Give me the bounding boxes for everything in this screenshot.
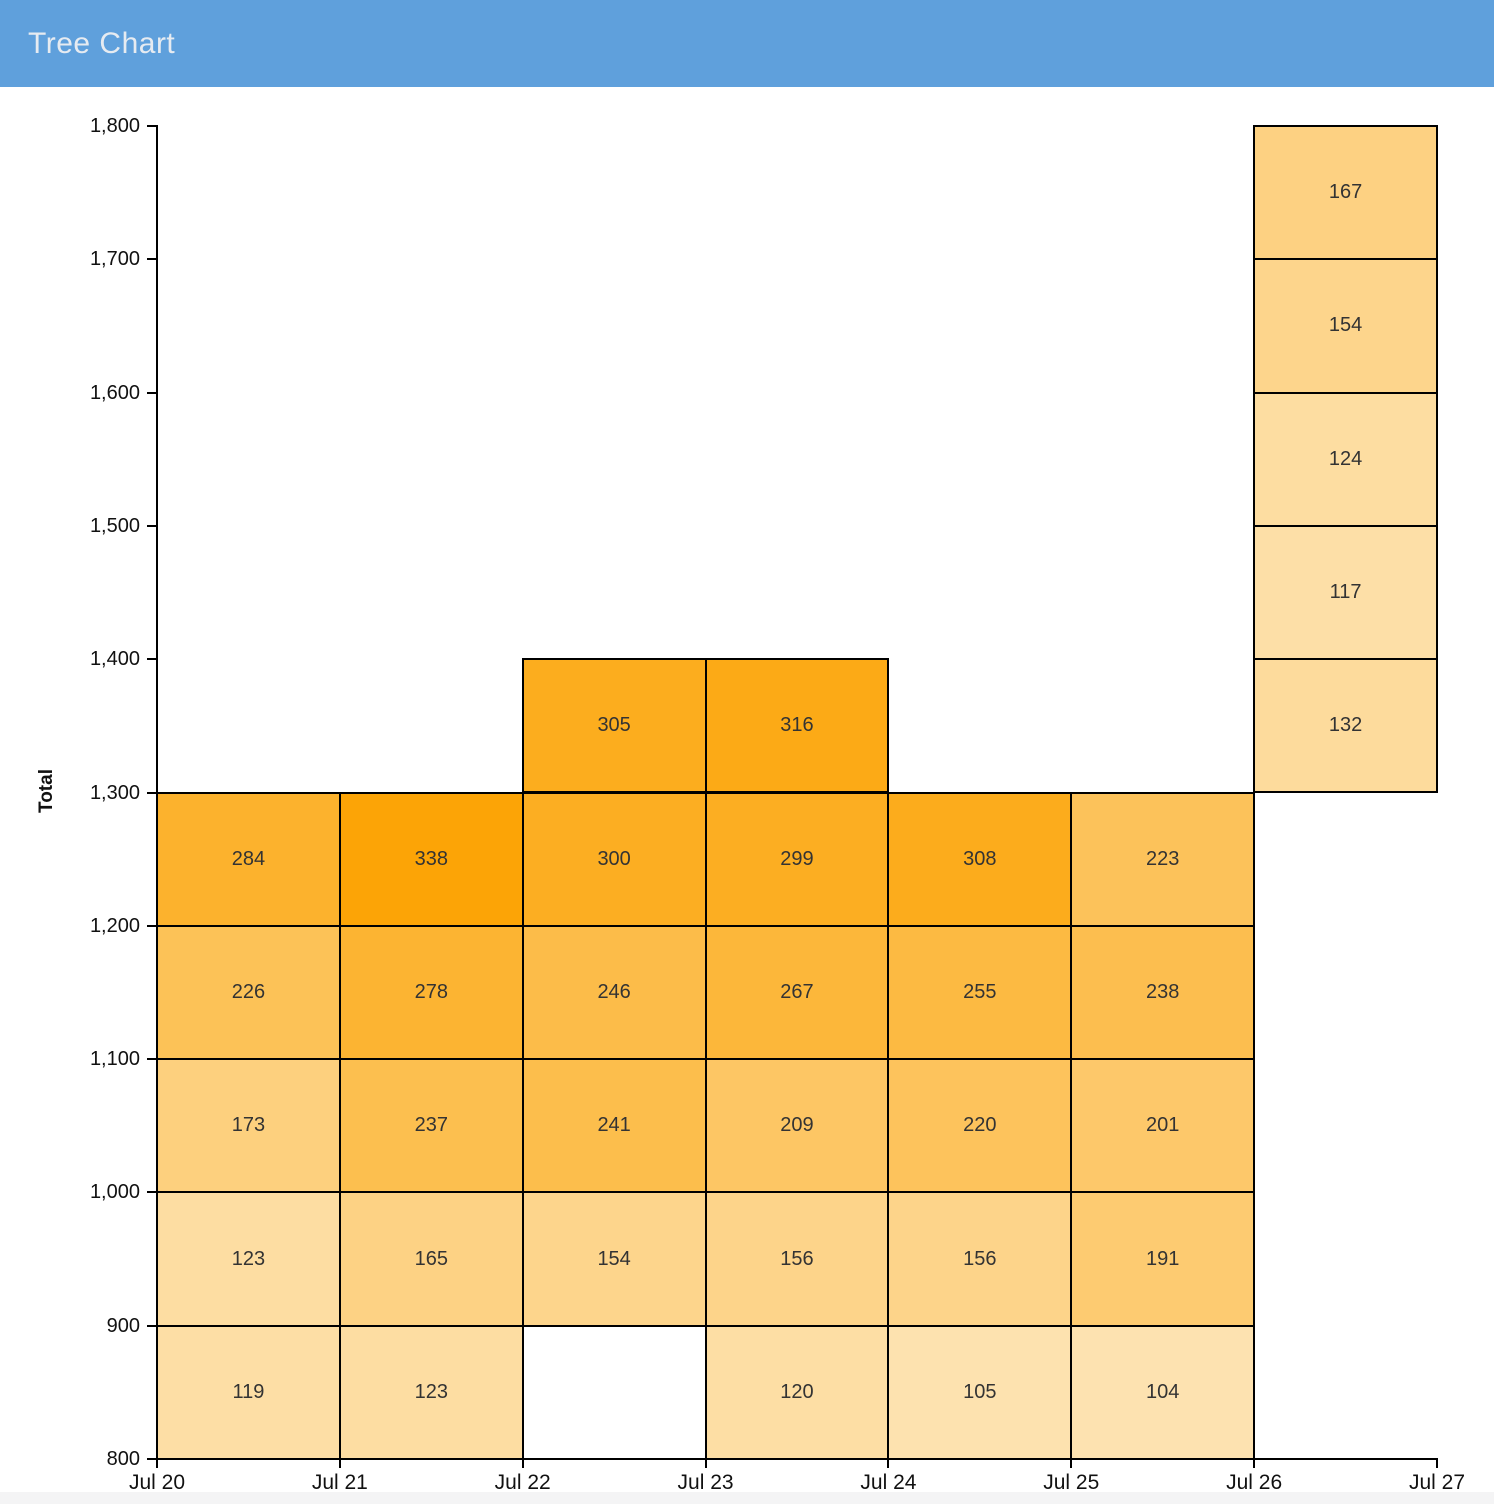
y-tick-mark: [147, 1058, 156, 1061]
y-tick-label: 1,100: [89, 1048, 140, 1071]
x-tick-label: Jul 21: [311, 1471, 368, 1494]
y-tick-label: 1,600: [89, 381, 140, 404]
heatmap-cell[interactable]: 284: [156, 791, 341, 927]
x-tick-label: Jul 25: [1043, 1471, 1100, 1494]
y-tick-mark: [147, 1458, 156, 1460]
heatmap-cell[interactable]: 316: [704, 658, 890, 794]
y-tick-label: 1,200: [89, 914, 140, 937]
heatmap-cell[interactable]: 278: [338, 924, 524, 1061]
x-tick-mark: [1253, 1459, 1256, 1468]
heatmap-cell[interactable]: 255: [887, 924, 1073, 1061]
heatmap-cell[interactable]: 156: [704, 1191, 890, 1327]
heatmap-cell[interactable]: 209: [704, 1058, 890, 1194]
x-tick-mark: [1070, 1459, 1073, 1468]
y-tick-label: 1,800: [89, 115, 140, 137]
y-tick-mark: [147, 658, 156, 661]
x-tick-label: Jul 20: [128, 1471, 186, 1494]
heatmap-cell[interactable]: 154: [521, 1191, 707, 1327]
chart-title: Tree Chart: [28, 26, 176, 60]
heatmap-cell[interactable]: 123: [156, 1191, 341, 1327]
y-tick-mark: [147, 258, 156, 261]
x-tick-label: Jul 26: [1226, 1471, 1283, 1494]
x-tick-mark: [521, 1459, 524, 1468]
x-tick-label: Jul 22: [494, 1471, 551, 1494]
heatmap-cell[interactable]: 154: [1253, 258, 1438, 394]
title-bar: Tree Chart: [0, 0, 1494, 87]
heatmap-cell[interactable]: 117: [1253, 524, 1438, 661]
x-tick-mark: [156, 1459, 158, 1468]
heatmap-cell[interactable]: 238: [1070, 924, 1256, 1061]
heatmap-cell[interactable]: 123: [338, 1324, 524, 1460]
heatmap-cell[interactable]: 246: [521, 924, 707, 1061]
heatmap-cell[interactable]: 191: [1070, 1191, 1256, 1327]
heatmap-cell[interactable]: 308: [887, 791, 1073, 927]
x-tick-label: Jul 23: [677, 1471, 734, 1494]
y-tick-label: 1,000: [89, 1181, 140, 1204]
x-tick-label: Jul 27: [1408, 1471, 1466, 1494]
heatmap-cell[interactable]: 338: [338, 791, 524, 927]
y-tick-label: 1,500: [89, 514, 140, 537]
heatmap-cell[interactable]: 201: [1070, 1058, 1256, 1194]
y-tick-label: 1,700: [89, 248, 140, 271]
heatmap-cell[interactable]: 132: [1253, 658, 1438, 794]
heatmap-cell[interactable]: 124: [1253, 391, 1438, 527]
x-tick-mark: [704, 1459, 707, 1468]
heatmap-cell[interactable]: 305: [521, 658, 707, 794]
y-tick-label: 1,400: [89, 648, 140, 671]
y-tick-mark: [147, 391, 156, 394]
heatmap-cell[interactable]: 226: [156, 924, 341, 1061]
heatmap-cell[interactable]: 237: [338, 1058, 524, 1194]
heatmap-cell[interactable]: 105: [887, 1324, 1073, 1460]
x-tick-mark: [338, 1459, 341, 1468]
y-tick-mark: [147, 1324, 156, 1327]
heatmap-cell[interactable]: 104: [1070, 1324, 1256, 1460]
heatmap-cell[interactable]: 299: [704, 791, 890, 927]
heatmap-cell[interactable]: 223: [1070, 791, 1256, 927]
heatmap-cell[interactable]: 156: [887, 1191, 1073, 1327]
heatmap-cell[interactable]: 241: [521, 1058, 707, 1194]
y-tick-mark: [147, 1191, 156, 1194]
y-tick-label: 800: [106, 1448, 140, 1470]
x-tick-mark: [887, 1459, 890, 1468]
heatmap-cell[interactable]: 267: [704, 924, 890, 1061]
y-tick-mark: [147, 125, 156, 127]
x-tick-mark: [1436, 1459, 1438, 1468]
y-tick-mark: [147, 791, 156, 794]
heatmap-cell[interactable]: 173: [156, 1058, 341, 1194]
y-tick-mark: [147, 524, 156, 527]
heatmap-cell[interactable]: 300: [521, 791, 707, 927]
y-tick-label: 900: [106, 1314, 140, 1337]
y-axis-title: Total: [36, 769, 57, 813]
heatmap-cell[interactable]: 119: [156, 1324, 341, 1460]
heatmap-cell[interactable]: 167: [1253, 125, 1438, 261]
y-tick-mark: [147, 924, 156, 927]
x-tick-label: Jul 24: [860, 1471, 917, 1494]
heatmap-cell[interactable]: 220: [887, 1058, 1073, 1194]
heatmap-cell[interactable]: 120: [704, 1324, 890, 1460]
y-tick-label: 1,300: [89, 781, 140, 804]
footer-strip: [0, 1492, 1494, 1504]
heatmap-cell[interactable]: 165: [338, 1191, 524, 1327]
